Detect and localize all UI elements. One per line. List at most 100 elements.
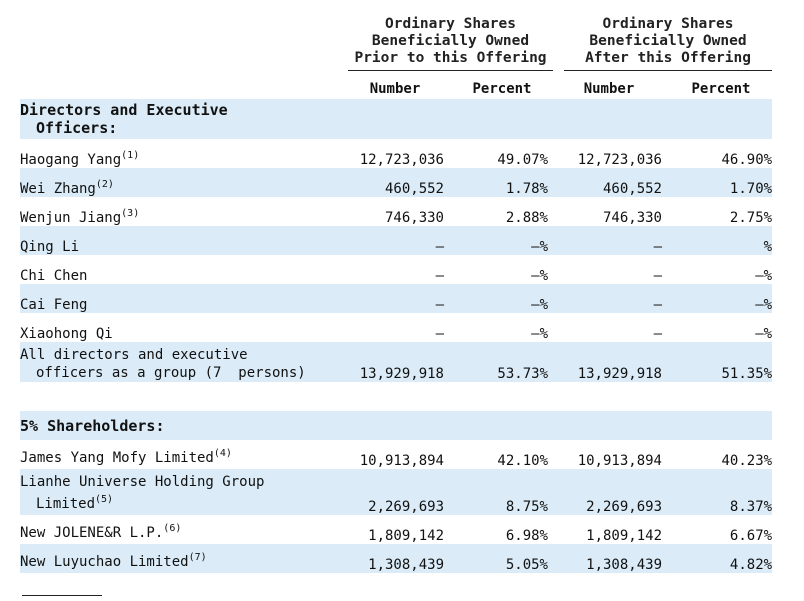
footnote-ref: (4): [213, 448, 232, 459]
row-name: Qing Li: [20, 239, 80, 255]
cell-name: New JOLENE&R L.P.(6): [20, 515, 348, 544]
table-row: Xiaohong Qi — —% — —%: [20, 313, 772, 342]
cell-after-number: 1,308,439: [548, 544, 662, 573]
cell-prior-percent: 6.98%: [505, 528, 548, 544]
cell-name: Lianhe Universe Holding Group Limited(5): [20, 469, 348, 515]
cell-name: James Yang Mofy Limited(4): [20, 440, 348, 469]
cell-prior-percent: 2.88%: [505, 210, 548, 226]
cell-prior-number: 12,723,036: [359, 152, 444, 168]
cell-after-number: 10,913,894: [577, 453, 662, 469]
cell-after-number: 746,330: [602, 210, 662, 226]
section-directors-line-2: Officers:: [36, 119, 118, 137]
cell-after-percent: 1.70%: [662, 168, 773, 197]
cell-after-number: —: [653, 326, 662, 342]
cell-prior-number: 10,913,894: [359, 453, 444, 469]
cell-after-number: —: [548, 226, 662, 255]
table-row: Lianhe Universe Holding Group Limited(5) 2…: [20, 469, 773, 515]
cell-prior-percent: —%: [531, 268, 548, 284]
table-row: Qing Li — —% —%: [20, 226, 773, 255]
cell-name: All directors and executive officers as a…: [20, 342, 348, 382]
cell-prior-number: 1,809,142: [368, 528, 444, 544]
cell-prior-number: 1,308,439: [348, 544, 444, 573]
group-total-line-2: officers as a group (7 persons): [36, 365, 306, 381]
header-prior-line-1: Ordinary Shares: [385, 16, 516, 32]
header-after-rule: [564, 70, 772, 71]
cell-prior-number: —: [435, 268, 444, 284]
section-shareholders-row: 5% Shareholders:: [20, 411, 773, 440]
cell-name: Wei Zhang(2): [20, 168, 348, 197]
group-total-row: All directors and executive officers as a…: [20, 342, 773, 382]
cell-prior-percent: 8.75%: [444, 469, 548, 515]
header-prior-rule: [348, 70, 553, 71]
group-total-line-1: All directors and executive: [20, 347, 248, 363]
row-name: James Yang Mofy Limited: [20, 450, 214, 466]
cell-after-number: 13,929,918: [548, 342, 662, 382]
row-name: Wei Zhang: [20, 181, 96, 197]
cell-after-percent: 4.82%: [662, 544, 773, 573]
cell-prior-number: —: [348, 226, 444, 255]
header-prior-line-2: Beneficially Owned: [371, 33, 530, 49]
cell-after-number: 1,809,142: [586, 528, 662, 544]
cell-after-percent: 46.90%: [721, 152, 773, 168]
table-row: Wei Zhang(2) 460,552 1.78% 460,552 1.70%: [20, 168, 773, 197]
cell-prior-number: —: [435, 326, 444, 342]
footnote-ref: (2): [95, 179, 114, 190]
cell-prior-number: 13,929,918: [348, 342, 444, 382]
cell-name: Haogang Yang(1): [20, 139, 348, 169]
footnote-ref: (1): [121, 150, 140, 161]
row-name: Haogang Yang: [20, 152, 122, 168]
table-row: New Luyuchao Limited(7) 1,308,439 5.05% 1,3…: [20, 544, 773, 573]
section-directors-heading: Directors and Executive Officers:: [20, 99, 773, 139]
row-name: Chi Chen: [20, 268, 88, 284]
cell-after-number: —: [653, 268, 662, 284]
row-name: Lianhe Universe Holding Group: [20, 474, 265, 490]
section-directors-line-1: Directors and Executive: [20, 101, 228, 119]
footnote-ref: (6): [163, 523, 182, 534]
cell-after-percent: 8.37%: [662, 469, 773, 515]
col-header-after-number: Number: [562, 80, 656, 100]
table-row: New JOLENE&R L.P.(6) 1,809,142 6.98% 1,809,…: [20, 515, 773, 545]
cell-prior-percent: —%: [444, 284, 548, 313]
col-header-prior-number: Number: [348, 80, 442, 100]
cell-prior-number: 746,330: [384, 210, 444, 226]
cell-after-percent: %: [662, 226, 773, 255]
cell-prior-percent: 5.05%: [444, 544, 548, 573]
row-name: Xiaohong Qi: [20, 326, 113, 342]
header-after-line-3: After this Offering: [585, 50, 751, 66]
cell-after-number: 12,723,036: [577, 152, 662, 168]
cell-after-number: —: [548, 284, 662, 313]
ownership-table: Directors and Executive Officers: Haogan…: [20, 99, 773, 573]
cell-after-percent: 6.67%: [729, 528, 773, 544]
cell-after-percent: 2.75%: [729, 210, 773, 226]
cell-prior-number: 460,552: [348, 168, 444, 197]
cell-after-percent: —%: [755, 268, 773, 284]
row-name: Wenjun Jiang: [20, 210, 122, 226]
cell-after-percent: —%: [755, 326, 773, 342]
table-row: Haogang Yang(1) 12,723,036 49.07% 12,723,03…: [20, 139, 773, 169]
cell-after-percent: —%: [662, 284, 773, 313]
cell-after-number: 460,552: [548, 168, 662, 197]
cell-after-percent: 51.35%: [662, 342, 773, 382]
header-after-line-1: Ordinary Shares: [602, 16, 734, 32]
cell-prior-percent: 49.07%: [497, 152, 548, 168]
cell-name: Cai Feng: [20, 284, 348, 313]
footnote-ref: (3): [121, 208, 140, 219]
header-prior-line-3: Prior to this Offering: [354, 50, 547, 66]
cell-name: Wenjun Jiang(3): [20, 197, 348, 227]
row-name: Cai Feng: [20, 297, 88, 313]
spacer-row: [20, 382, 772, 411]
header-prior-offering: Ordinary Shares Beneficially Owned Prior…: [348, 16, 553, 71]
table-row: James Yang Mofy Limited(4) 10,913,894 42.1…: [20, 440, 773, 470]
cell-prior-number: 2,269,693: [348, 469, 444, 515]
cell-name: New Luyuchao Limited(7): [20, 544, 348, 573]
section-shareholders-heading: 5% Shareholders:: [20, 411, 773, 440]
cell-name: Chi Chen: [20, 255, 348, 284]
row-name-line-2: Limited: [36, 496, 96, 512]
cell-name: Xiaohong Qi: [20, 313, 348, 342]
table-row: Cai Feng — —% — —%: [20, 284, 773, 313]
col-header-after-percent: Percent: [670, 80, 772, 100]
col-header-prior-percent: Percent: [456, 80, 548, 100]
cell-after-percent: 40.23%: [721, 453, 773, 469]
footnote-ref: (7): [188, 552, 207, 563]
